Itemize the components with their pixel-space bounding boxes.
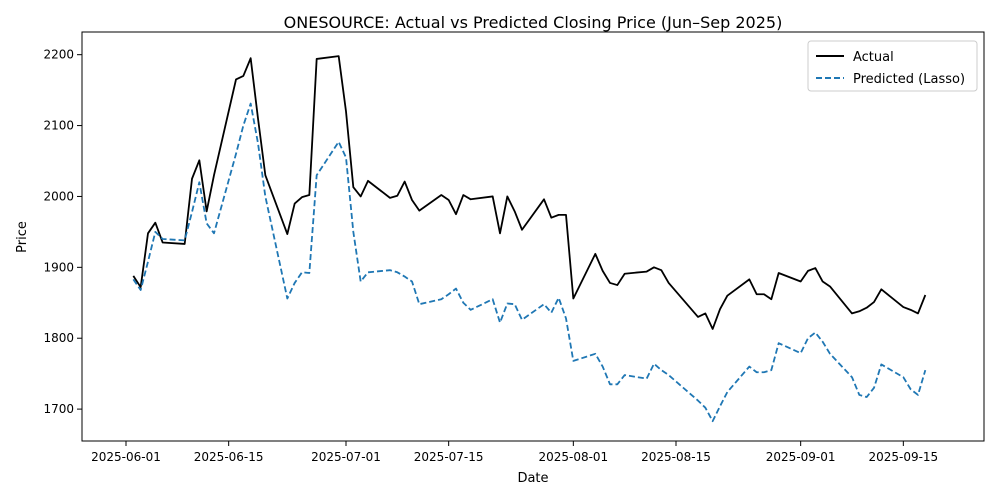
chart-title: ONESOURCE: Actual vs Predicted Closing P… <box>284 13 783 32</box>
x-axis: 2025-06-01 2025-06-15 2025-07-01 2025-07-15… <box>91 441 938 464</box>
series-layer <box>132 55 927 423</box>
x-tick-label: 2025-07-01 <box>311 450 381 464</box>
x-tick-label: 2025-09-01 <box>766 450 836 464</box>
plot-area <box>81 31 985 442</box>
x-tick-label: 2025-08-01 <box>538 450 608 464</box>
y-tick-label: 1800 <box>43 331 74 345</box>
x-tick-label: 2025-06-01 <box>91 450 161 464</box>
legend-box <box>807 40 978 92</box>
legend-label-actual: Actual <box>853 50 894 65</box>
y-tick-label: 1900 <box>43 260 74 274</box>
series-line-predicted <box>132 102 927 423</box>
y-axis: 1700 1800 1900 2000 2100 2200 <box>43 48 82 416</box>
y-axis-label: Price <box>15 221 30 253</box>
y-tick-label: 2000 <box>43 189 74 203</box>
x-axis-label: Date <box>517 471 548 486</box>
legend-label-predicted: Predicted (Lasso) <box>853 72 965 87</box>
x-tick-label: 2025-09-15 <box>868 450 938 464</box>
y-tick-label: 2200 <box>43 48 74 62</box>
legend: Actual Predicted (Lasso) <box>807 40 978 92</box>
x-tick-label: 2025-08-15 <box>641 450 711 464</box>
x-tick-label: 2025-07-15 <box>414 450 484 464</box>
y-tick-label: 1700 <box>43 402 74 416</box>
x-tick-label: 2025-06-15 <box>194 450 264 464</box>
series-line-actual <box>132 55 927 330</box>
y-tick-label: 2100 <box>43 119 74 133</box>
